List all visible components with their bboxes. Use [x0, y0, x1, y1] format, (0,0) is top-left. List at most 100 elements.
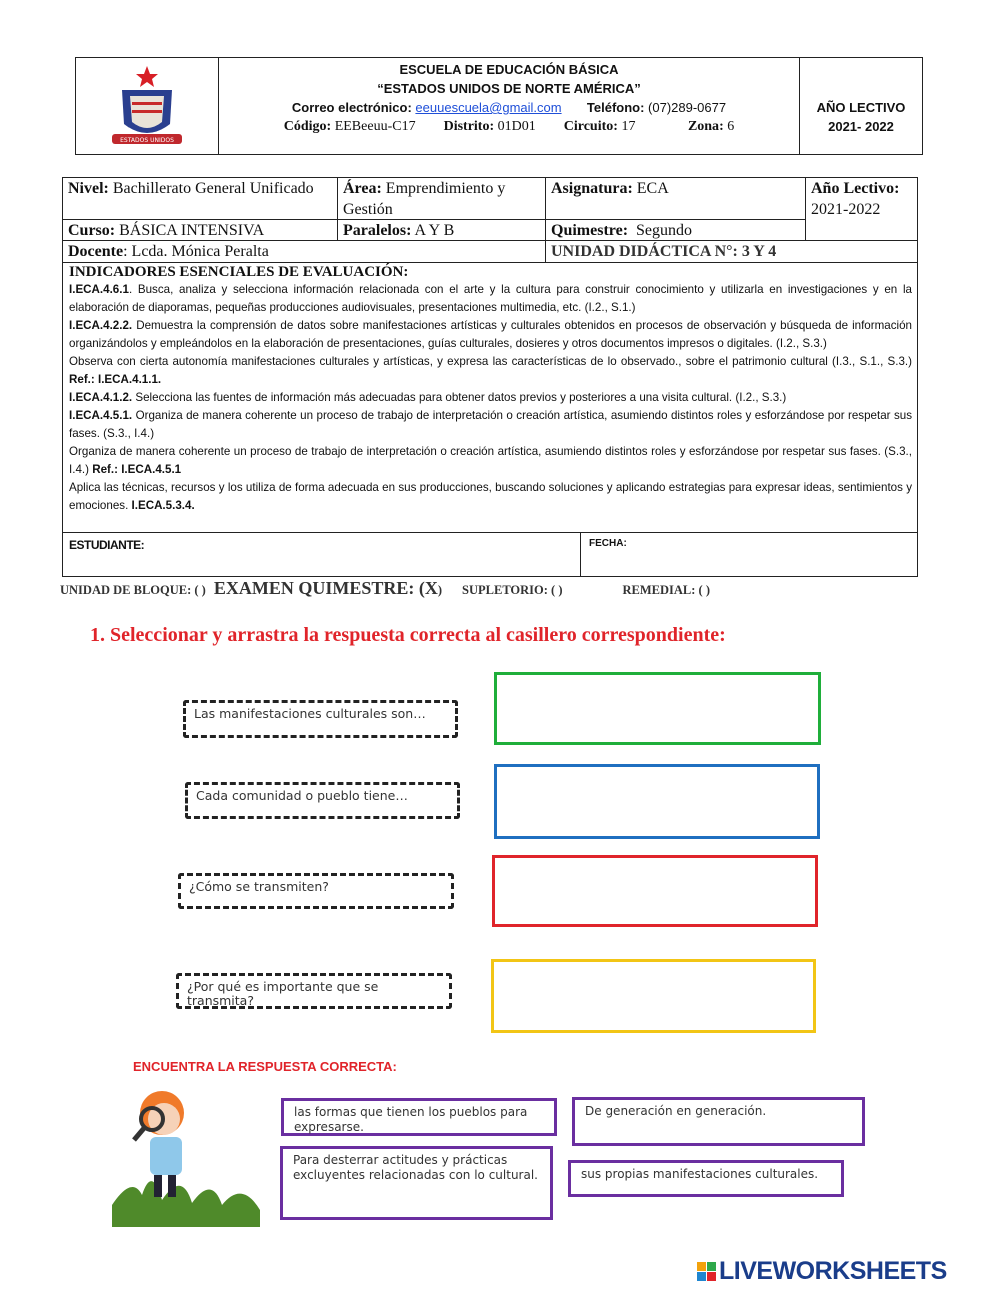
quimestre-option: EXAMEN QUIMESTRE: (X — [213, 578, 438, 598]
answer-chip[interactable]: Para desterrar actitudes y prácticas exc… — [280, 1146, 553, 1220]
indicador-text: Selecciona las fuentes de información má… — [132, 391, 787, 404]
indicador-item: I.ECA.4.6.1. Busca, analiza y selecciona… — [63, 281, 918, 317]
phone: (07)289-0677 — [648, 100, 727, 115]
year-value: 2021- 2022 — [828, 119, 894, 134]
indicador-ref: I.ECA.5.3.4. — [131, 499, 195, 512]
kid-with-magnifier-illustration — [112, 1085, 262, 1227]
prompt-box: ¿Cómo se transmiten? — [178, 873, 454, 909]
nivel-label: Nivel: — [68, 180, 109, 197]
school-header: ESTADOS UNIDOS ESCUELA DE EDUCACIÓN BÁSI… — [75, 57, 923, 155]
indicador-item: Organiza de manera coherente un proceso … — [63, 443, 918, 479]
paralelos-value: A Y B — [414, 222, 455, 239]
find-answer-title: ENCUENTRA LA RESPUESTA CORRECTA: — [133, 1059, 397, 1074]
indicador-ref: Ref.: I.ECA.4.5.1 — [92, 463, 182, 476]
school-type: ESCUELA DE EDUCACIÓN BÁSICA — [399, 62, 619, 77]
school-info: ESCUELA DE EDUCACIÓN BÁSICA “ESTADOS UNI… — [219, 60, 799, 136]
school-year: AÑO LECTIVO 2021- 2022 — [800, 98, 922, 136]
docente-value: Lcda. Mónica Peralta — [131, 243, 269, 260]
indicadores-section: INDICADORES ESENCIALES DE EVALUACIÓN: I.… — [63, 263, 918, 533]
circuit: 17 — [621, 119, 636, 134]
nivel-cell: Nivel: Bachillerato General Unificado — [63, 178, 338, 220]
nivel-value: Bachillerato General Unificado — [112, 180, 314, 197]
area-cell: Área: Emprendimiento y Gestión — [338, 178, 546, 220]
indicador-text: Demuestra la comprensión de datos sobre … — [69, 319, 912, 350]
school-logo: ESTADOS UNIDOS — [104, 64, 190, 150]
prompt-box: Las manifestaciones culturales son… — [183, 700, 458, 738]
quimestre-label: Quimestre: — [551, 222, 629, 239]
quimestre-value: Segundo — [636, 222, 693, 239]
fecha-field[interactable]: FECHA: — [581, 533, 918, 577]
drop-zone-yellow[interactable] — [491, 959, 816, 1033]
curso-label: Curso: — [68, 222, 116, 239]
paralelos-cell: Paralelos: A Y B — [338, 220, 546, 241]
code-label: Código: — [283, 119, 332, 134]
school-name: “ESTADOS UNIDOS DE NORTE AMÉRICA” — [377, 81, 641, 96]
supletorio-option: SUPLETORIO: ( ) — [462, 583, 563, 597]
curso-value: BÁSICA INTENSIVA — [119, 222, 265, 239]
email-label: Correo electrónico — [291, 100, 408, 115]
unidad-cell: UNIDAD DIDÁCTICA N°: 3 Y 4 — [546, 241, 918, 263]
remedial-option: REMEDIAL: ( ) — [622, 583, 711, 597]
indicador-ref: Ref.: I.ECA.4.1.1. — [69, 373, 162, 386]
estudiante-label: ESTUDIANTE: — [69, 538, 145, 552]
docente-label: Docente — [68, 243, 124, 260]
indicador-text: Organiza de manera coherente un proceso … — [69, 445, 912, 476]
exam-type-line: UNIDAD DE BLOQUE: ( ) EXAMEN QUIMESTRE: … — [60, 578, 960, 600]
indicadores-title: INDICADORES ESENCIALES DE EVALUACIÓN: — [69, 264, 409, 280]
indicador-item: I.ECA.4.1.2. Selecciona las fuentes de i… — [63, 389, 918, 407]
indicador-code: I.ECA.4.5.1. — [69, 409, 133, 422]
fecha-label: FECHA: — [589, 538, 627, 549]
asignatura-label: Asignatura: — [551, 180, 633, 197]
liveworksheets-icon — [697, 1261, 716, 1281]
brand-text: LIVEWORKSHEETS — [719, 1256, 947, 1285]
paralelos-label: Paralelos: — [343, 222, 412, 239]
district-label: Distrito: — [443, 119, 495, 134]
bloque-option: UNIDAD DE BLOQUE: ( ) — [60, 583, 206, 597]
indicador-text: Observa con cierta autonomía manifestaci… — [69, 355, 912, 368]
indicador-code: I.ECA.4.2.2. — [69, 319, 133, 332]
district: 01D01 — [497, 119, 536, 134]
indicadores-list: I.ECA.4.6.1. Busca, analiza y selecciona… — [63, 281, 918, 515]
drop-zone-red[interactable] — [492, 855, 818, 927]
asignatura-value: ECA — [636, 180, 669, 197]
drop-zone-blue[interactable] — [494, 764, 820, 839]
email-link[interactable]: eeuuescuela@gmail.com — [415, 100, 562, 115]
anio-label: Año Lectivo: — [811, 180, 900, 197]
indicador-item: I.ECA.4.5.1. Organiza de manera coherent… — [63, 407, 918, 443]
prompt-box: Cada comunidad o pueblo tiene… — [185, 782, 460, 819]
asignatura-cell: Asignatura: ECA — [546, 178, 806, 220]
indicador-code: I.ECA.4.1.2. — [69, 391, 133, 404]
zone: 6 — [727, 119, 735, 134]
quimestre-close: ) — [437, 583, 443, 597]
curso-cell: Curso: BÁSICA INTENSIVA — [63, 220, 338, 241]
indicador-text: Organiza de manera coherente un proceso … — [69, 409, 912, 440]
zone-label: Zona — [687, 119, 720, 134]
indicador-item: I.ECA.4.2.2. Demuestra la comprensión de… — [63, 317, 918, 353]
drop-zone-green[interactable] — [494, 672, 821, 745]
prompt-box: ¿Por qué es importante que se transmita? — [176, 973, 452, 1009]
indicador-code: I.ECA.4.6.1 — [69, 283, 129, 296]
area-label: Área: — [343, 180, 382, 197]
docente-cell: Docente: Lcda. Mónica Peralta — [63, 241, 546, 263]
question-title: 1. Seleccionar y arrastra la respuesta c… — [90, 624, 726, 646]
answer-chip[interactable]: De generación en generación. — [572, 1097, 865, 1146]
svg-text:ESTADOS UNIDOS: ESTADOS UNIDOS — [120, 137, 174, 144]
liveworksheets-logo: LIVEWORKSHEETS — [697, 1256, 997, 1286]
quimestre-cell: Quimestre: Segundo — [546, 220, 806, 241]
indicador-text: . Busca, analiza y selecciona informació… — [69, 283, 912, 314]
area-value: Emprendimiento y Gestión — [343, 180, 506, 218]
year-label: AÑO LECTIVO — [816, 100, 906, 115]
indicador-item: Aplica las técnicas, recursos y los util… — [63, 479, 918, 515]
indicador-item: Observa con cierta autonomía manifestaci… — [63, 353, 918, 389]
phone-label: Teléfono: — [586, 100, 645, 115]
estudiante-field[interactable]: ESTUDIANTE: — [63, 533, 581, 577]
circuit-label: Circuito — [563, 119, 614, 134]
code: EEBeeuu-C17 — [334, 119, 416, 134]
answer-chip[interactable]: sus propias manifestaciones culturales. — [568, 1160, 844, 1197]
anio-cell: Año Lectivo: 2021-2022 — [806, 178, 918, 241]
indicador-text: Aplica las técnicas, recursos y los util… — [69, 481, 912, 512]
anio-value: 2021-2022 — [811, 201, 881, 218]
info-table: Nivel: Bachillerato General Unificado Ár… — [62, 177, 918, 577]
answer-chip[interactable]: las formas que tienen los pueblos para e… — [281, 1098, 557, 1136]
